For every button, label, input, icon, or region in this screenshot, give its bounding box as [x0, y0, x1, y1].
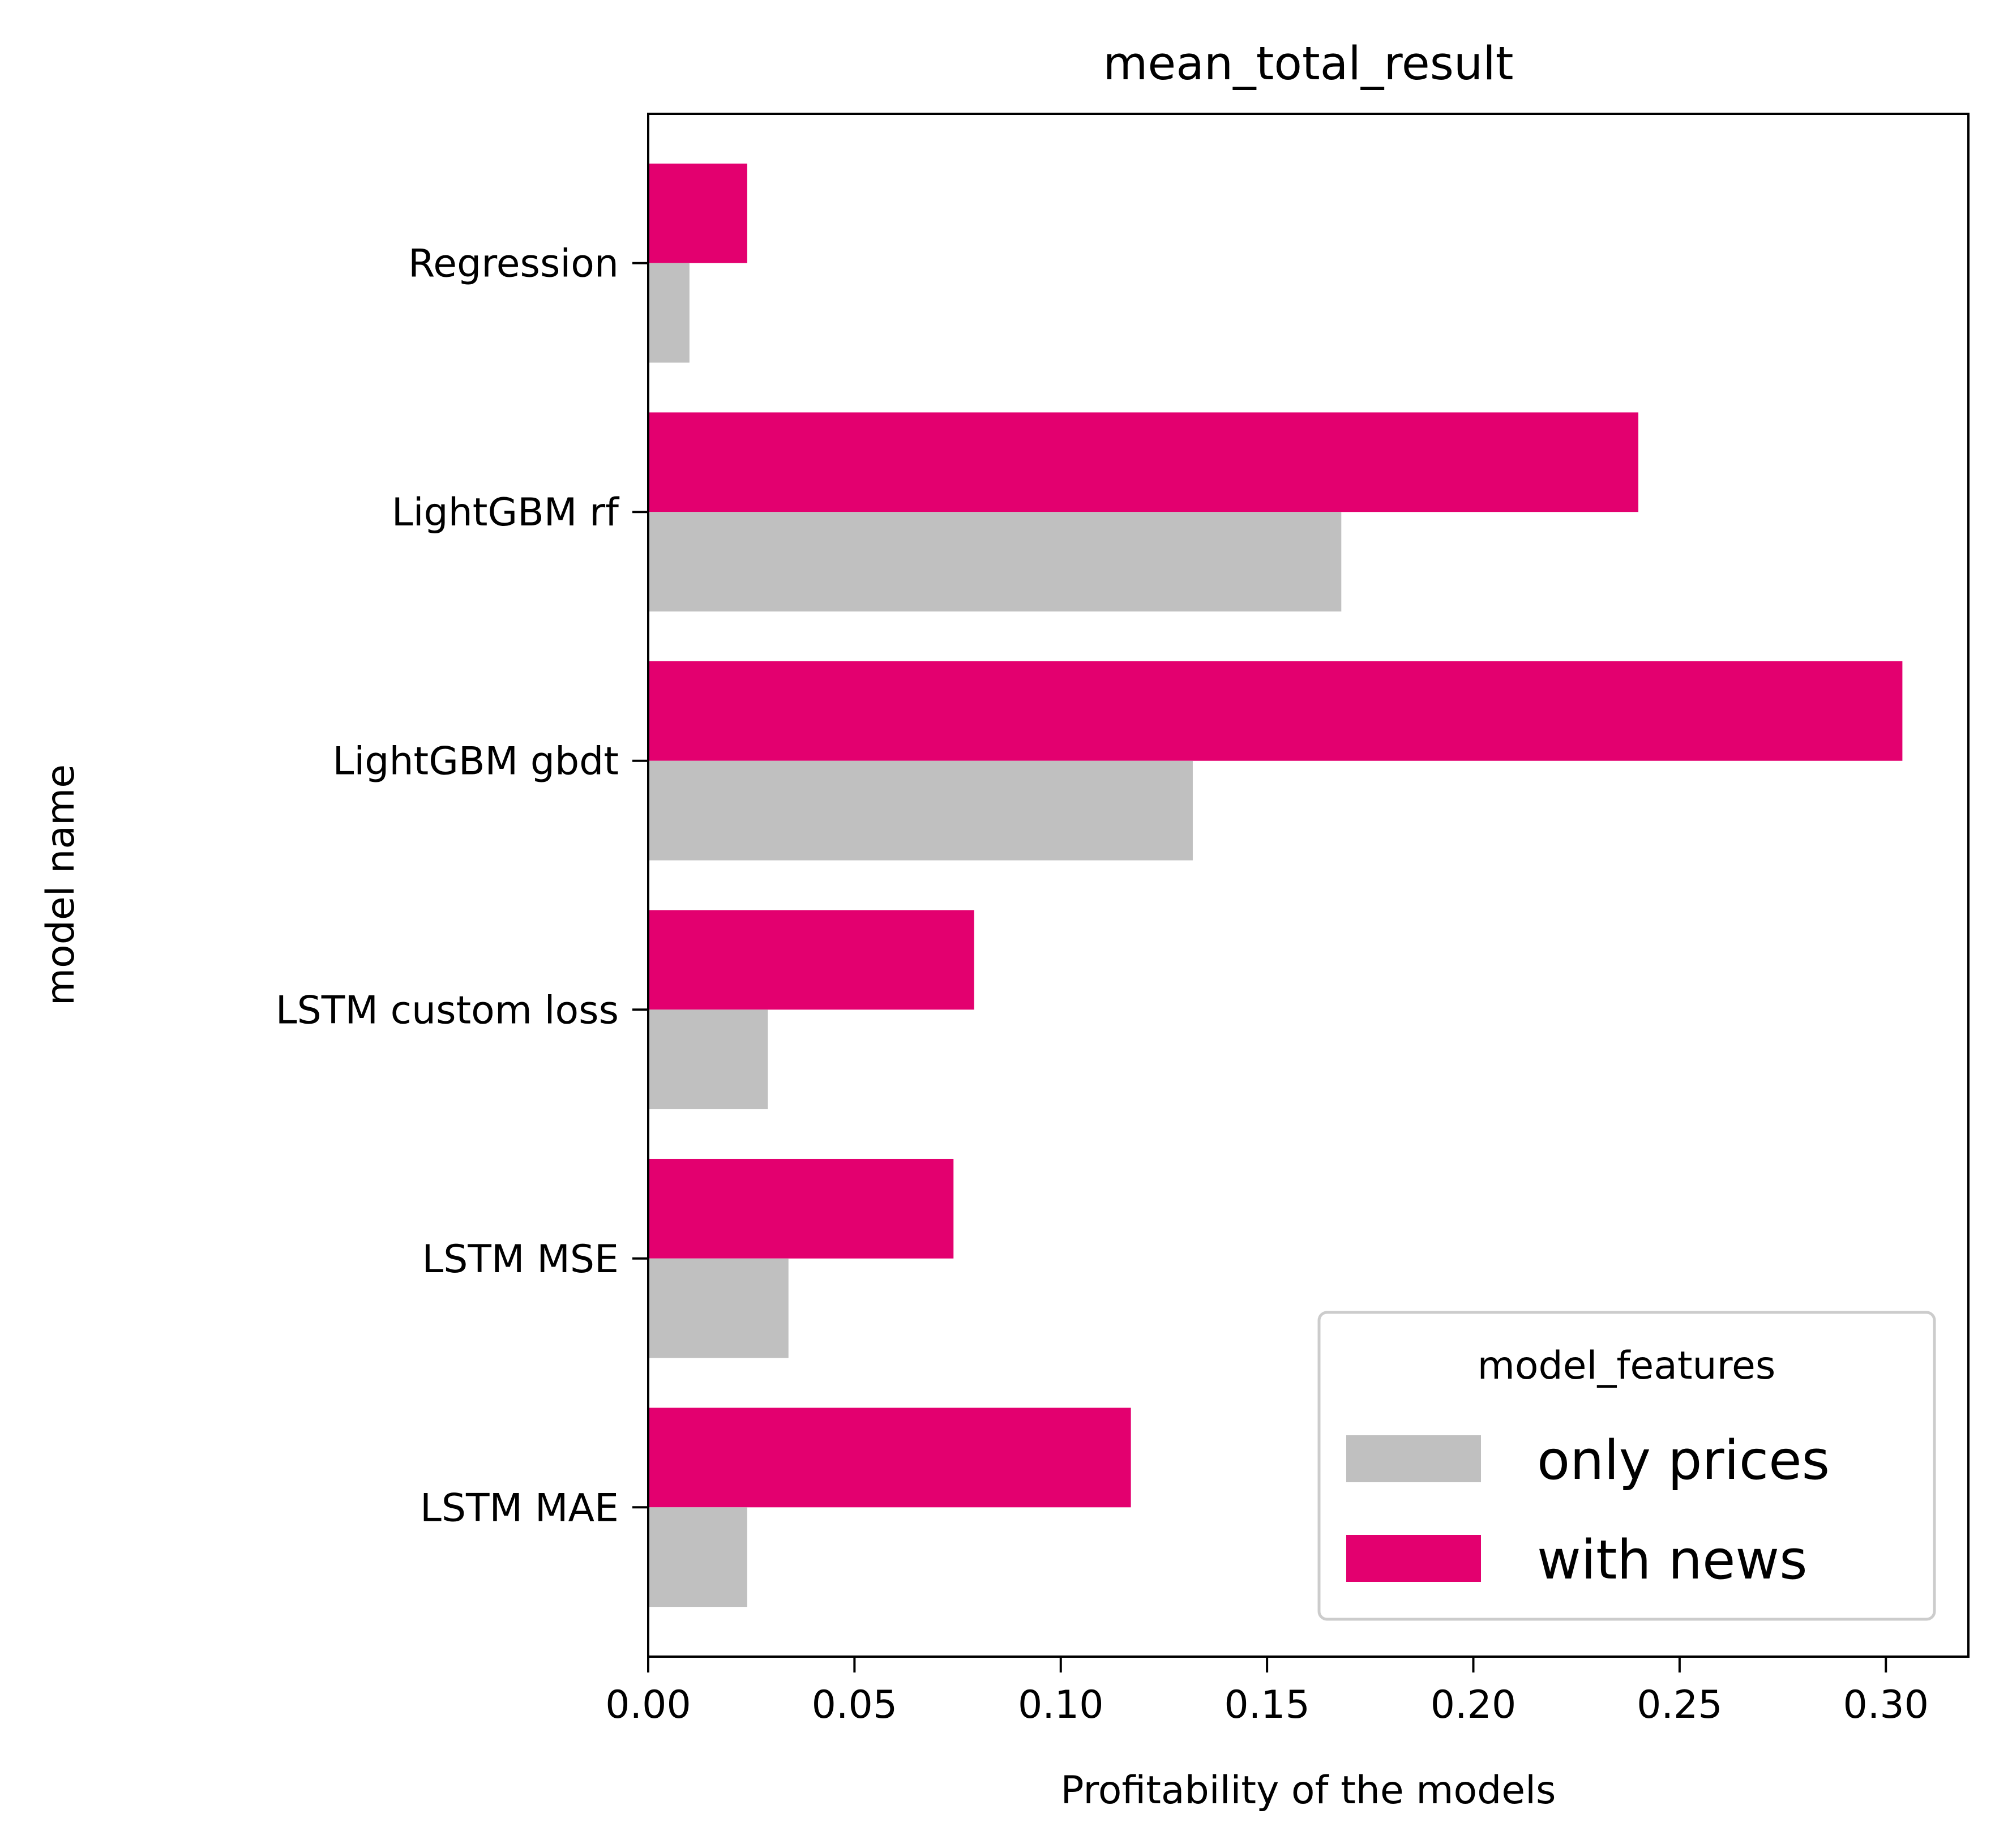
bar-lstm-mae-with-news — [648, 1408, 1131, 1507]
bar-lightgbm-gbdt-with-news — [648, 661, 1902, 761]
bar-regression-only-prices — [648, 263, 690, 363]
y-axis-label: model name — [38, 764, 83, 1006]
legend-label-only-prices: only prices — [1537, 1430, 1830, 1492]
y-tick-label: LSTM MSE — [422, 1237, 619, 1282]
x-tick-label: 0.10 — [1018, 1683, 1103, 1727]
y-tick-label: LSTM custom loss — [276, 988, 619, 1033]
y-tick-label: LightGBM rf — [392, 490, 620, 535]
legend-title: model_features — [1478, 1344, 1776, 1388]
y-axis: Regression LightGBM rf LightGBM gbdt LSTM c… — [276, 242, 648, 1531]
bar-lightgbm-rf-with-news — [648, 412, 1638, 512]
x-tick-label: 0.15 — [1224, 1683, 1309, 1727]
y-tick-label: LightGBM gbdt — [333, 739, 619, 784]
legend-label-with-news: with news — [1537, 1529, 1808, 1592]
legend: model_features only prices with news — [1319, 1312, 1934, 1619]
bar-lstm-custom-loss-with-news — [648, 910, 974, 1009]
x-axis-label: Profitability of the models — [1061, 1768, 1556, 1813]
x-tick-label: 0.20 — [1431, 1683, 1516, 1727]
bar-lstm-mse-only-prices — [648, 1259, 789, 1358]
x-tick-label: 0.05 — [812, 1683, 897, 1727]
bar-lstm-mae-only-prices — [648, 1507, 747, 1607]
y-tick-label: LSTM MAE — [420, 1486, 619, 1530]
bar-lstm-mse-with-news — [648, 1159, 953, 1259]
bar-lightgbm-gbdt-only-prices — [648, 761, 1193, 861]
x-tick-label: 0.25 — [1637, 1683, 1722, 1727]
bar-regression-with-news — [648, 164, 747, 263]
y-tick-label: Regression — [408, 242, 619, 286]
legend-swatch-only-prices — [1346, 1435, 1481, 1482]
x-axis: 0.00 0.05 0.10 0.15 0.20 0.25 0.30 — [605, 1657, 1929, 1727]
bar-lightgbm-rf-only-prices — [648, 512, 1341, 611]
x-tick-label: 0.00 — [605, 1683, 691, 1727]
chart-title: mean_total_result — [1103, 37, 1513, 91]
x-tick-label: 0.30 — [1843, 1683, 1929, 1727]
bar-lstm-custom-loss-only-prices — [648, 1009, 768, 1109]
legend-swatch-with-news — [1346, 1535, 1481, 1582]
